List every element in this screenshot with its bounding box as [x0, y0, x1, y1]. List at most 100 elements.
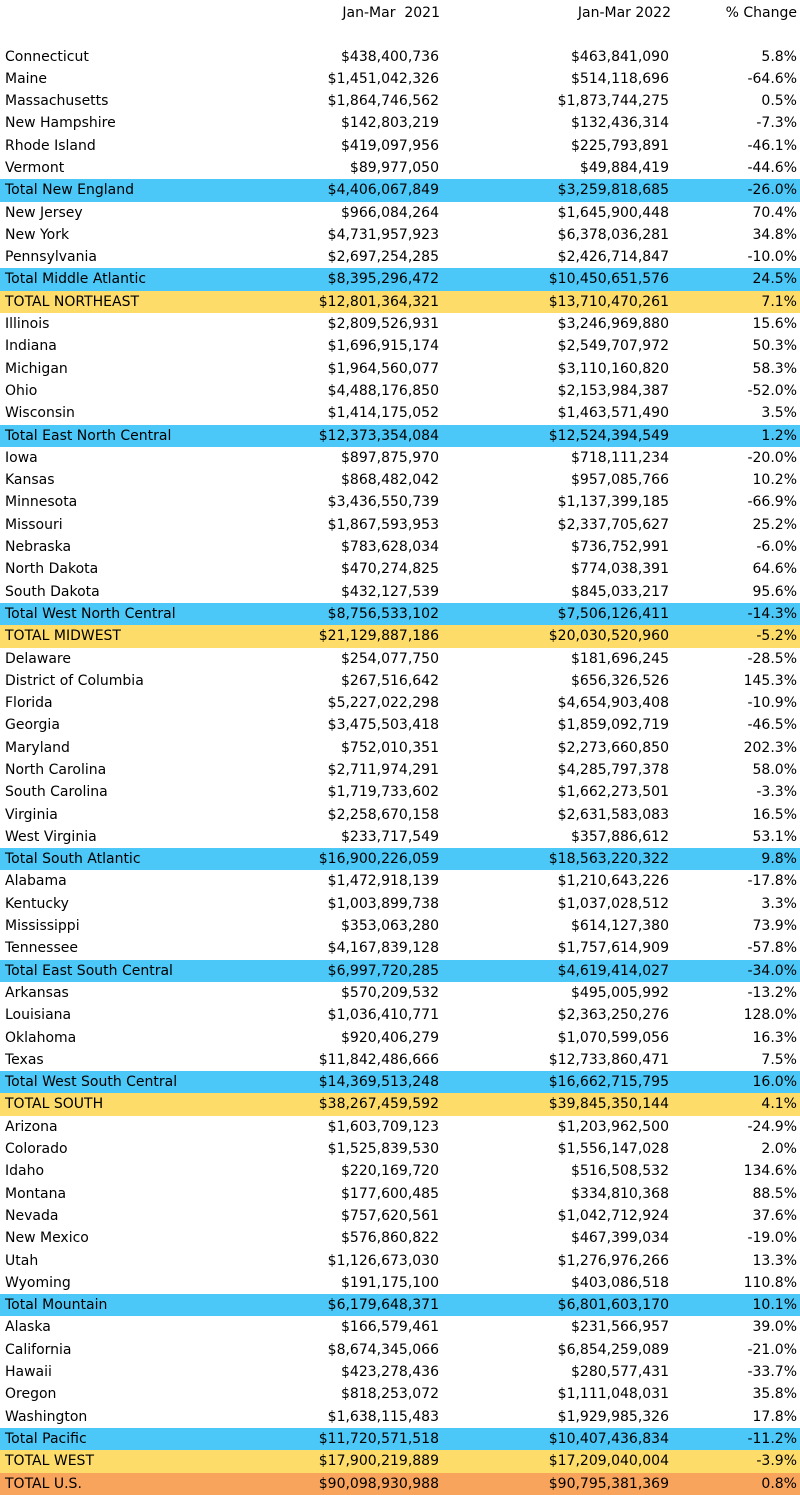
cell-2021: $11,720,571,518: [318, 1430, 439, 1447]
cell-2021: $423,278,436: [341, 1364, 439, 1381]
table-row[interactable]: Hawaii $423,278,436 $280,577,431 -33.7%: [0, 1361, 800, 1383]
column-header-2021[interactable]: Jan-Mar 2021: [342, 5, 440, 21]
table-row[interactable]: Iowa $897,875,970 $718,111,234 -20.0%: [0, 447, 800, 469]
grand-total-row[interactable]: TOTAL U.S. $90,098,930,988 $90,795,381,369…: [0, 1472, 800, 1495]
cell-2021: $2,697,254,285: [327, 249, 439, 266]
table-row[interactable]: Georgia $3,475,503,418 $1,859,092,719 -46.5…: [0, 714, 800, 736]
table-row[interactable]: Maryland $752,010,351 $2,273,660,850 202.3%: [0, 737, 800, 759]
cell-2022: $90,795,381,369: [548, 1475, 669, 1492]
table-row[interactable]: New Hampshire $142,803,219 $132,436,314 -7.…: [0, 112, 800, 134]
table-row[interactable]: New Mexico $576,860,822 $467,399,034 -19.0%: [0, 1227, 800, 1249]
cell-change: 24.5%: [752, 271, 797, 288]
table-row[interactable]: Illinois $2,809,526,931 $3,246,969,880 15.6…: [0, 313, 800, 335]
table-row[interactable]: Oregon $818,253,072 $1,111,048,031 35.8%: [0, 1383, 800, 1405]
table-row[interactable]: Michigan $1,964,560,077 $3,110,160,820 58.3…: [0, 358, 800, 380]
table-row[interactable]: Massachusetts $1,864,746,562 $1,873,744,27…: [0, 90, 800, 112]
division-total-row[interactable]: Total Middle Atlantic $8,395,296,472 $10,4…: [0, 268, 800, 291]
table-row[interactable]: Kentucky $1,003,899,738 $1,037,028,512 3.3%: [0, 893, 800, 915]
cell-2022: $2,549,707,972: [557, 338, 669, 355]
table-row[interactable]: Delaware $254,077,750 $181,696,245 -28.5%: [0, 648, 800, 670]
cell-2021: $897,875,970: [341, 449, 439, 466]
table-row[interactable]: Kansas $868,482,042 $957,085,766 10.2%: [0, 469, 800, 491]
table-row[interactable]: Nebraska $783,628,034 $736,752,991 -6.0%: [0, 536, 800, 558]
region-total-row[interactable]: TOTAL NORTHEAST $12,801,364,321 $13,710,47…: [0, 290, 800, 314]
division-total-row[interactable]: Total East North Central $12,373,354,084 $…: [0, 424, 800, 447]
table-row[interactable]: Alaska $166,579,461 $231,566,957 39.0%: [0, 1316, 800, 1338]
table-row[interactable]: Nevada $757,620,561 $1,042,712,924 37.6%: [0, 1205, 800, 1227]
table-row[interactable]: Indiana $1,696,915,174 $2,549,707,972 50.3%: [0, 335, 800, 357]
table-row[interactable]: North Carolina $2,711,974,291 $4,285,797,3…: [0, 759, 800, 781]
table-row[interactable]: New York $4,731,957,923 $6,378,036,281 34.8…: [0, 224, 800, 246]
cell-2022: $1,873,744,275: [557, 93, 669, 110]
cell-2022: $12,524,394,549: [548, 427, 669, 444]
division-total-row[interactable]: Total West South Central $14,369,513,248 $…: [0, 1071, 800, 1094]
table-row[interactable]: Tennessee $4,167,839,128 $1,757,614,909 -57…: [0, 937, 800, 959]
table-row[interactable]: Virginia $2,258,670,158 $2,631,583,083 16.5…: [0, 804, 800, 826]
table-row[interactable]: Wisconsin $1,414,175,052 $1,463,571,490 3.5…: [0, 402, 800, 424]
division-total-row[interactable]: Total Pacific $11,720,571,518 $10,407,436,…: [0, 1427, 800, 1451]
table-row[interactable]: Minnesota $3,436,550,739 $1,137,399,185 -66…: [0, 491, 800, 513]
table-row[interactable]: North Dakota $470,274,825 $774,038,391 64.6…: [0, 558, 800, 580]
cell-2022: $1,757,614,909: [557, 940, 669, 957]
cell-2021: $1,638,115,483: [327, 1408, 439, 1425]
table-row[interactable]: Montana $177,600,485 $334,810,368 88.5%: [0, 1183, 800, 1205]
table-row[interactable]: Alabama $1,472,918,139 $1,210,643,226 -17.8…: [0, 870, 800, 892]
table-row[interactable]: Vermont $89,977,050 $49,884,419 -44.6%: [0, 157, 800, 179]
cell-2021: $17,900,219,889: [318, 1453, 439, 1470]
cell-2022: $1,111,048,031: [557, 1386, 669, 1403]
table-row[interactable]: California $8,674,345,066 $6,854,259,089 -2…: [0, 1339, 800, 1361]
table-row[interactable]: Wyoming $191,175,100 $403,086,518 110.8%: [0, 1272, 800, 1294]
row-label: Total West South Central: [5, 1074, 178, 1091]
column-header-2022[interactable]: Jan-Mar 2022: [577, 5, 671, 21]
cell-2022: $736,752,991: [571, 539, 669, 556]
row-label: Total West North Central: [5, 605, 176, 622]
table-row[interactable]: Utah $1,126,673,030 $1,276,976,266 13.3%: [0, 1250, 800, 1272]
table-row[interactable]: Idaho $220,169,720 $516,508,532 134.6%: [0, 1160, 800, 1182]
table-row[interactable]: Missouri $1,867,593,953 $2,337,705,627 25.2…: [0, 514, 800, 536]
table-row[interactable]: Florida $5,227,022,298 $4,654,903,408 -10.9…: [0, 692, 800, 714]
row-label: Washington: [5, 1408, 88, 1425]
cell-2021: $1,036,410,771: [327, 1007, 439, 1024]
table-row[interactable]: Washington $1,638,115,483 $1,929,985,326 17…: [0, 1406, 800, 1428]
table-row[interactable]: District of Columbia $267,516,642 $656,326…: [0, 670, 800, 692]
division-total-row[interactable]: Total West North Central $8,756,533,102 $7…: [0, 602, 800, 626]
column-header-change[interactable]: % Change: [725, 5, 797, 21]
row-label: Arkansas: [5, 984, 69, 1001]
table-row[interactable]: South Carolina $1,719,733,602 $1,662,273,5…: [0, 781, 800, 803]
cell-change: -3.3%: [756, 784, 797, 801]
division-total-row[interactable]: Total Mountain $6,179,648,371 $6,801,603,1…: [0, 1294, 800, 1317]
division-total-row[interactable]: Total New England $4,406,067,849 $3,259,81…: [0, 179, 800, 202]
division-total-row[interactable]: Total South Atlantic $16,900,226,059 $18,5…: [0, 848, 800, 871]
region-total-row[interactable]: TOTAL SOUTH $38,267,459,592 $39,845,350,14…: [0, 1093, 800, 1116]
table-row[interactable]: Arizona $1,603,709,123 $1,203,962,500 -24.9…: [0, 1116, 800, 1138]
table-row[interactable]: West Virginia $233,717,549 $357,886,612 53.…: [0, 826, 800, 848]
table-row[interactable]: Oklahoma $920,406,279 $1,070,599,056 16.3%: [0, 1027, 800, 1049]
row-label: Louisiana: [5, 1007, 72, 1024]
table-row[interactable]: Ohio $4,488,176,850 $2,153,984,387 -52.0%: [0, 380, 800, 402]
table-row[interactable]: Pennsylvania $2,697,254,285 $2,426,714,847…: [0, 246, 800, 268]
cell-2021: $5,227,022,298: [327, 695, 439, 712]
cell-change: 10.2%: [752, 472, 797, 489]
row-label: Arizona: [5, 1118, 58, 1135]
table-row[interactable]: Mississippi $353,063,280 $614,127,380 73.9%: [0, 915, 800, 937]
cell-2022: $614,127,380: [571, 918, 669, 935]
table-row[interactable]: New Jersey $966,084,264 $1,645,900,448 70.4…: [0, 202, 800, 224]
cell-2022: $656,326,526: [571, 672, 669, 689]
table-row[interactable]: Maine $1,451,042,326 $514,118,696 -64.6%: [0, 68, 800, 90]
table-row[interactable]: Louisiana $1,036,410,771 $2,363,250,276 128…: [0, 1004, 800, 1026]
cell-2021: $16,900,226,059: [318, 851, 439, 868]
row-label: Massachusetts: [5, 93, 109, 110]
cell-2021: $432,127,539: [341, 583, 439, 600]
table-row[interactable]: Colorado $1,525,839,530 $1,556,147,028 2.0%: [0, 1138, 800, 1160]
division-total-row[interactable]: Total East South Central $6,997,720,285 $4…: [0, 959, 800, 982]
table-row[interactable]: Rhode Island $419,097,956 $225,793,891 -46.…: [0, 135, 800, 157]
cell-2021: $1,964,560,077: [327, 360, 439, 377]
table-row[interactable]: Connecticut $438,400,736 $463,841,090 5.8%: [0, 46, 800, 68]
table-row[interactable]: South Dakota $432,127,539 $845,033,217 95.6…: [0, 581, 800, 603]
region-total-row[interactable]: TOTAL MIDWEST $21,129,887,186 $20,030,520,…: [0, 625, 800, 648]
region-total-row[interactable]: TOTAL WEST $17,900,219,889 $17,209,040,004…: [0, 1450, 800, 1473]
table-row[interactable]: Texas $11,842,486,666 $12,733,860,471 7.5%: [0, 1049, 800, 1071]
table-row[interactable]: Arkansas $570,209,532 $495,005,992 -13.2%: [0, 982, 800, 1004]
row-label: TOTAL U.S.: [5, 1475, 82, 1492]
cell-2021: $1,867,593,953: [327, 516, 439, 533]
